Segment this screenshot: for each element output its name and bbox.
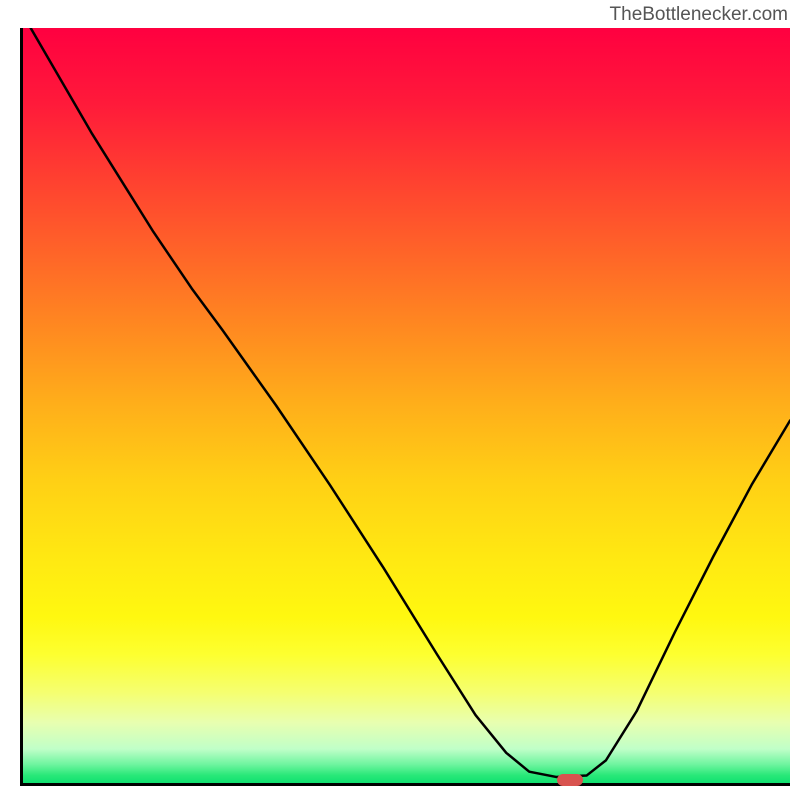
- minimum-marker: [557, 774, 583, 786]
- watermark-text: TheBottlenecker.com: [610, 4, 788, 26]
- chart-area: [20, 28, 790, 786]
- curve-line: [23, 28, 790, 783]
